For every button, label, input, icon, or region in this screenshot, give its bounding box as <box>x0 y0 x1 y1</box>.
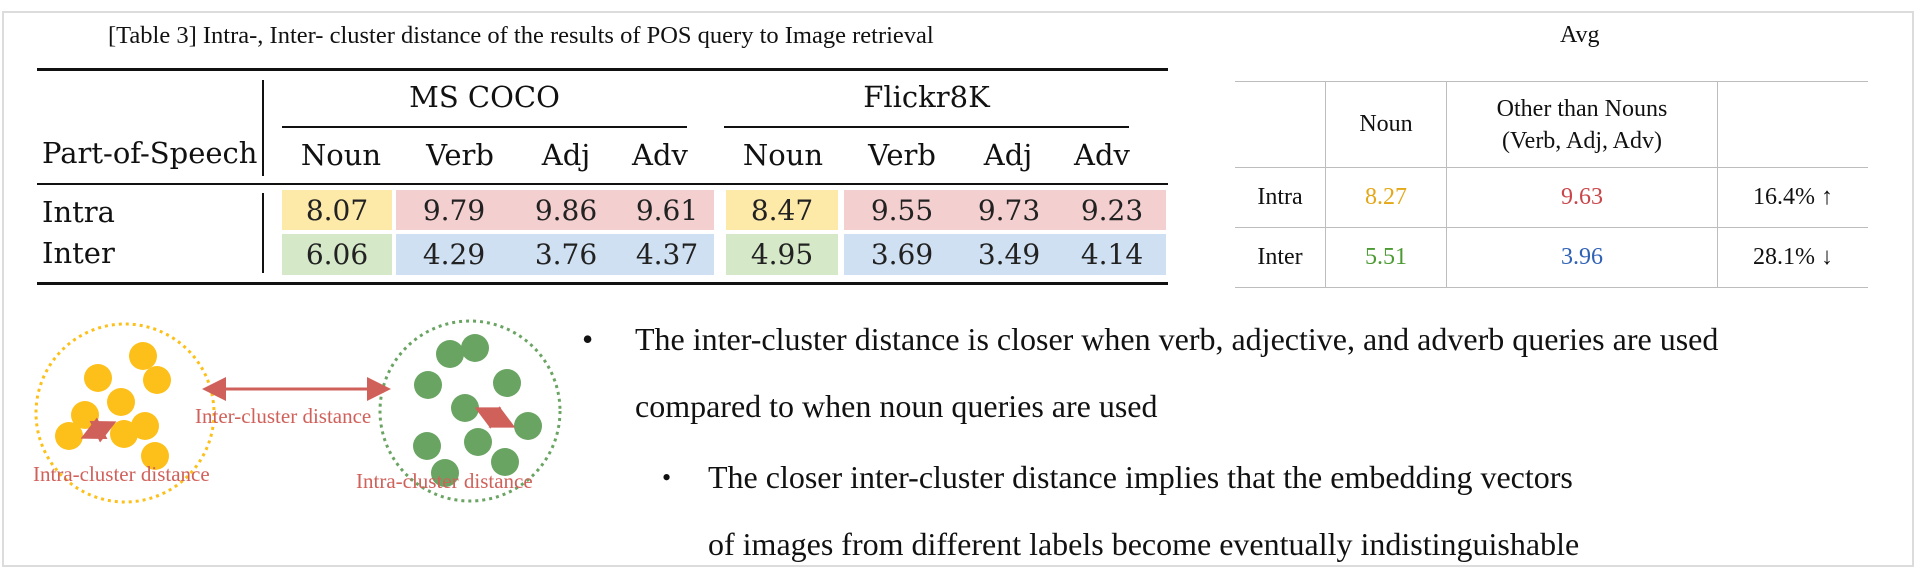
table3-bottom-rule <box>37 282 1168 285</box>
green-point <box>431 459 459 487</box>
cluster-diagram: Inter-cluster distance Intra-cluster dis… <box>33 319 562 504</box>
col-header: Noun <box>742 138 824 172</box>
yellow-point <box>143 366 171 394</box>
inter-mscoco-adv: 4.37 <box>620 234 714 275</box>
avg-title: Avg <box>1560 22 1600 48</box>
avg-inter-noun: 5.51 <box>1325 227 1447 288</box>
green-point <box>514 412 542 440</box>
col-header: Adv <box>632 138 688 172</box>
intra-mscoco-adv: 9.61 <box>620 190 714 230</box>
bullet-sub-line1: The closer inter-cluster distance implie… <box>708 459 1573 495</box>
sub-bullet-marker: • <box>662 463 672 492</box>
avg-col-other: Other than Nouns (Verb, Adj, Adv) <box>1446 81 1718 168</box>
bullet-main-line2: compared to when noun queries are used <box>635 388 1158 424</box>
green-cluster-points <box>413 334 542 487</box>
intra-cluster-arrow-left <box>80 417 117 443</box>
avg-intra-noun: 8.27 <box>1325 167 1447 228</box>
intra-cluster-arrow-right <box>474 406 516 429</box>
bullet-marker: • <box>582 321 594 357</box>
flickr8k-underline <box>724 126 1129 128</box>
green-point <box>493 369 521 397</box>
col-header: Adj <box>983 138 1033 172</box>
inter-mscoco-noun: 6.06 <box>282 234 392 275</box>
intra-mscoco-verb: 9.79 <box>396 190 512 230</box>
col-header: Verb <box>868 138 936 172</box>
inter-mscoco-verb: 4.29 <box>396 234 512 275</box>
yellow-cluster-boundary <box>34 322 216 504</box>
mscoco-underline <box>282 126 687 128</box>
yellow-point <box>110 420 138 448</box>
col-header: Adv <box>1074 138 1130 172</box>
table3-header-divider <box>262 80 264 176</box>
yellow-point <box>129 342 157 370</box>
avg-corner-cell <box>1235 81 1326 168</box>
intra-mscoco-noun: 8.07 <box>282 190 392 230</box>
table3-body-divider <box>262 193 264 273</box>
intra-flickr-adj: 9.73 <box>960 190 1058 230</box>
row-header-part-of-speech: Part-of-Speech <box>42 136 258 170</box>
avg-col-other-line1: Other than Nouns <box>1496 95 1668 122</box>
col-header: Adj <box>541 138 591 172</box>
yellow-point <box>107 388 135 416</box>
green-point <box>461 334 489 362</box>
green-point <box>436 340 464 368</box>
inter-flickr-verb: 3.69 <box>844 234 960 275</box>
table3-top-rule <box>37 68 1168 71</box>
avg-intra-other: 9.63 <box>1446 167 1718 228</box>
green-point <box>414 371 442 399</box>
avg-intra-change: 16.4% ↑ <box>1717 167 1868 228</box>
dataset-header-mscoco: MS COCO <box>409 80 560 114</box>
inter-flickr-adj: 3.49 <box>960 234 1058 275</box>
yellow-point <box>141 442 169 470</box>
col-header: Verb <box>426 138 494 172</box>
intra-cluster-label-left: Intra-cluster distance <box>33 462 210 486</box>
bullet-main: • The inter-cluster distance is closer w… <box>582 306 1912 440</box>
avg-col-other-line2: (Verb, Adj, Adv) <box>1502 127 1662 154</box>
avg-inter-change: 28.1% ↓ <box>1717 227 1868 288</box>
avg-col-change <box>1717 81 1868 168</box>
avg-inter-other: 3.96 <box>1446 227 1718 288</box>
inter-flickr-noun: 4.95 <box>726 234 838 275</box>
intra-mscoco-adj: 9.86 <box>512 190 620 230</box>
avg-table: Noun Other than Nouns (Verb, Adj, Adv) I… <box>1235 81 1868 288</box>
row-label-intra: Intra <box>42 195 115 229</box>
yellow-cluster-points <box>55 342 171 470</box>
table3-caption: [Table 3] Intra-, Inter- cluster distanc… <box>108 22 934 49</box>
avg-col-noun: Noun <box>1325 81 1447 168</box>
green-point <box>413 432 441 460</box>
col-header: Noun <box>300 138 382 172</box>
avg-row-label-inter: Inter <box>1235 227 1326 288</box>
intra-cluster-label-right: Intra-cluster distance <box>356 469 533 493</box>
row-label-inter: Inter <box>42 236 115 270</box>
inter-mscoco-adj: 3.76 <box>512 234 620 275</box>
dataset-header-flickr8k: Flickr8K <box>863 80 990 114</box>
intra-flickr-adv: 9.23 <box>1058 190 1166 230</box>
yellow-point <box>84 364 112 392</box>
intra-flickr-noun: 8.47 <box>726 190 838 230</box>
green-point <box>491 448 519 476</box>
intra-flickr-verb: 9.55 <box>844 190 960 230</box>
yellow-point <box>131 412 159 440</box>
yellow-point <box>55 422 83 450</box>
green-cluster-boundary <box>378 319 562 503</box>
green-point <box>464 428 492 456</box>
bullet-sub: • The closer inter-cluster distance impl… <box>662 444 1862 578</box>
table3-mid-rule <box>37 183 1168 185</box>
bullet-main-line1: The inter-cluster distance is closer whe… <box>635 321 1719 357</box>
avg-row-label-intra: Intra <box>1235 167 1326 228</box>
inter-flickr-adv: 4.14 <box>1058 234 1166 275</box>
green-point <box>451 394 479 422</box>
bullet-sub-line2: of images from different labels become e… <box>708 526 1580 562</box>
inter-cluster-label: Inter-cluster distance <box>195 404 371 428</box>
